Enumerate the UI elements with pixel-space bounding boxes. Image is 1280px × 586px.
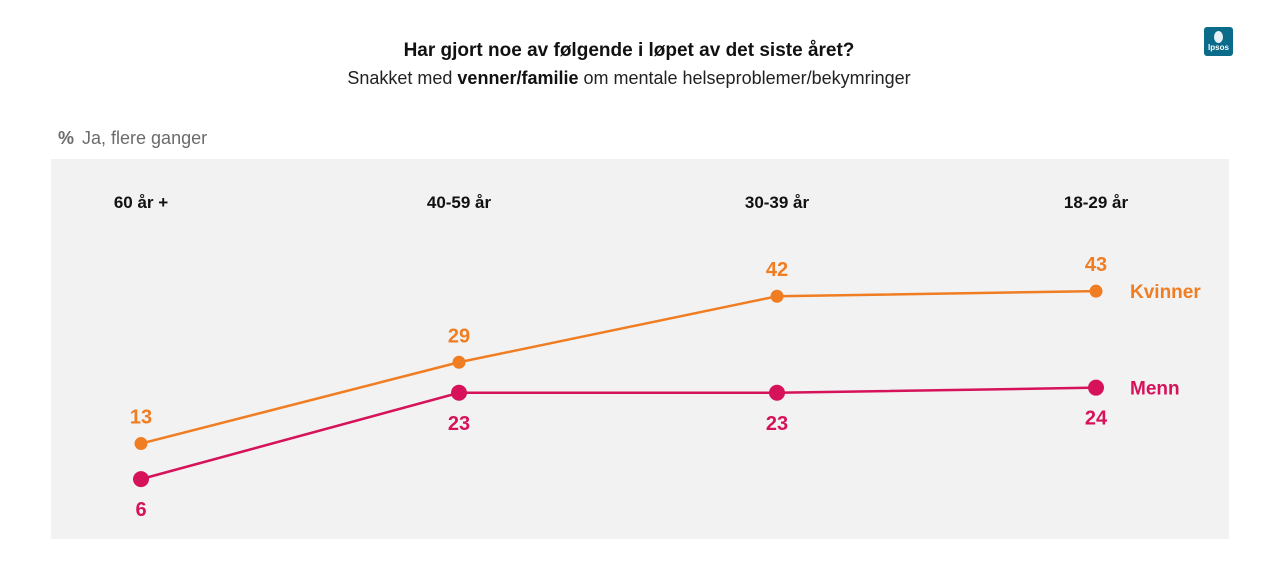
category-label: 60 år +: [114, 193, 168, 212]
series-line: [141, 291, 1096, 443]
data-label: 43: [1085, 254, 1107, 276]
category-label: 40-59 år: [427, 193, 492, 212]
data-point: [453, 356, 466, 369]
data-label: 29: [448, 325, 470, 347]
data-label: 13: [130, 407, 152, 429]
data-point: [769, 385, 785, 401]
data-point: [1090, 285, 1103, 298]
data-label: 23: [766, 413, 788, 435]
data-point: [771, 290, 784, 303]
data-label: 24: [1085, 408, 1108, 430]
series-name-label: Menn: [1130, 379, 1180, 400]
data-point: [133, 471, 149, 487]
data-label: 6: [135, 499, 146, 521]
series-name-label: Kvinner: [1130, 282, 1201, 303]
category-label: 18-29 år: [1064, 193, 1129, 212]
category-label: 30-39 år: [745, 193, 810, 212]
data-point: [135, 437, 148, 450]
data-point: [1088, 380, 1104, 396]
data-label: 42: [766, 259, 788, 281]
line-chart: 60 år + 40-59 år 30-39 år 18-29 år 13 29 42 43 K…: [0, 0, 1280, 586]
data-point: [451, 385, 467, 401]
data-label: 23: [448, 413, 470, 435]
series-line: [141, 388, 1096, 479]
